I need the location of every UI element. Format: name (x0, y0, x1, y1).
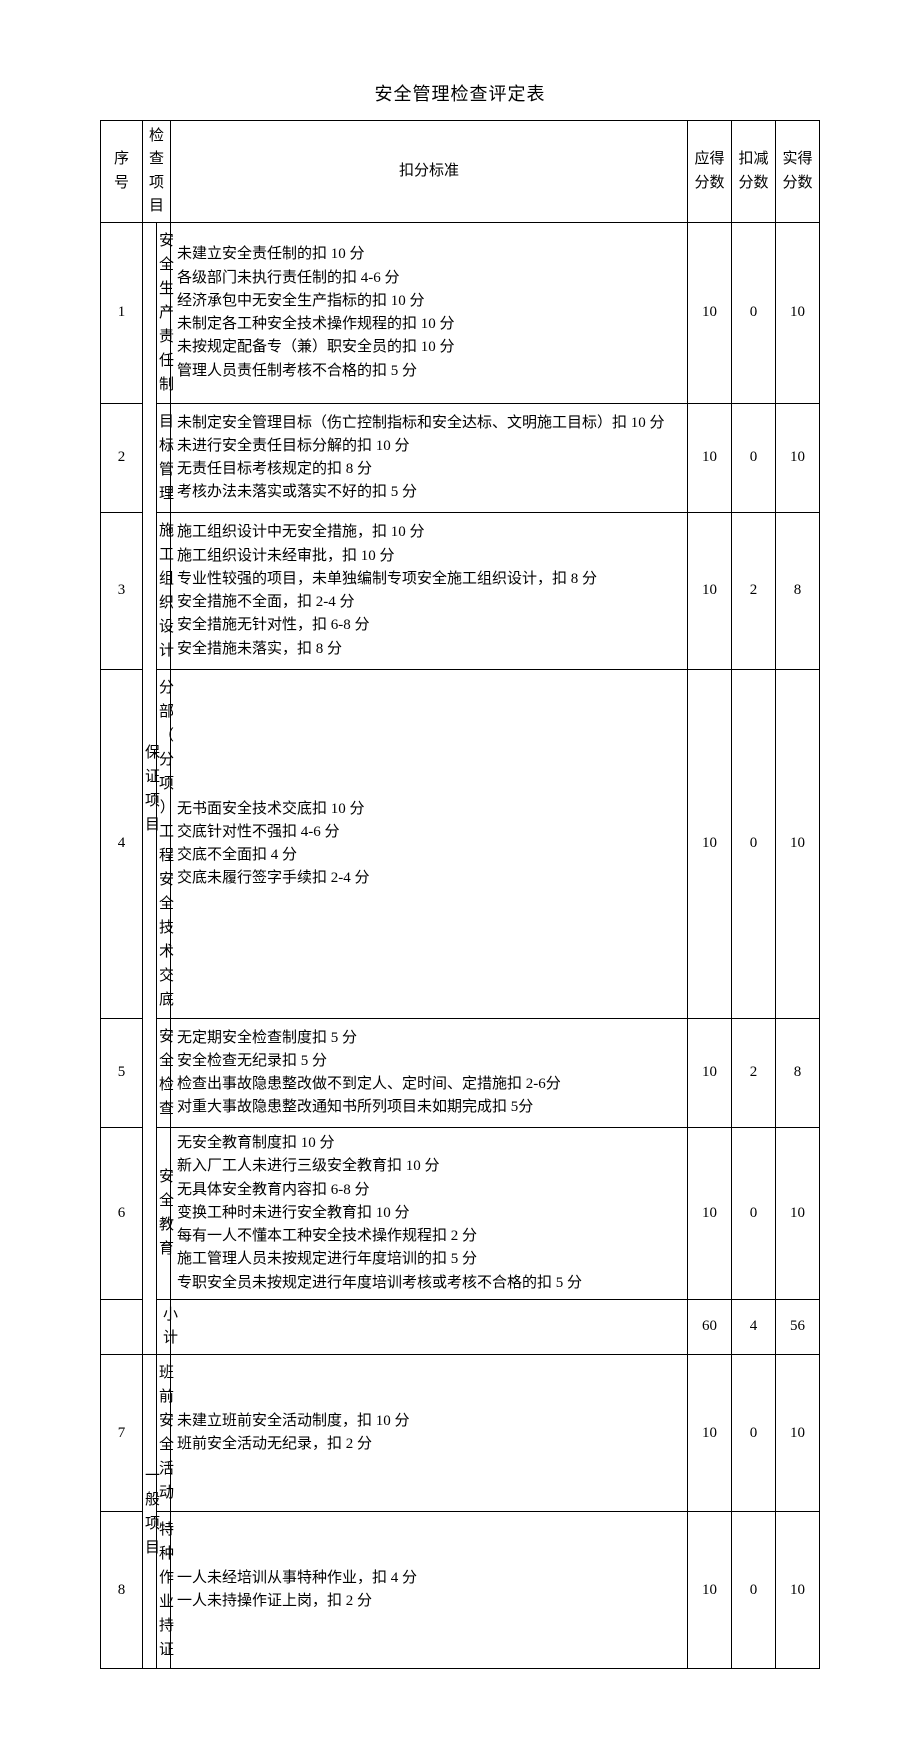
header-actual: 实得分数 (776, 121, 820, 223)
cell-criteria: 未建立班前安全活动制度，扣 10 分班前安全活动无纪录，扣 2 分 (171, 1355, 688, 1512)
table-row: 8 特种作业持证 一人未经培训从事特种作业，扣 4 分一人未持操作证上岗，扣 2… (101, 1512, 820, 1669)
table-row: 3 施工组织设计 施工组织设计中无安全措施，扣 10 分施工组织设计未经审批，扣… (101, 513, 820, 670)
cell-seq: 2 (101, 404, 143, 513)
cell-actual: 10 (776, 1512, 820, 1669)
cell-max: 10 (688, 1355, 732, 1512)
cell-deduct: 0 (732, 1512, 776, 1669)
evaluation-table: 序号 检查项目 扣分标准 应得分数 扣减分数 实得分数 1 保证项目 安全生产责… (100, 120, 820, 1669)
table-row: 1 保证项目 安全生产责任制 未建立安全责任制的扣 10 分各级部门未执行责任制… (101, 223, 820, 404)
cell-item: 特种作业持证 (157, 1512, 171, 1669)
cell-seq: 3 (101, 513, 143, 670)
cell-criteria: 未建立安全责任制的扣 10 分各级部门未执行责任制的扣 4-6 分经济承包中无安… (171, 223, 688, 404)
table-row: 7 一般项目 班前安全活动 未建立班前安全活动制度，扣 10 分班前安全活动无纪… (101, 1355, 820, 1512)
category-general: 一般项目 (143, 1355, 157, 1669)
header-max: 应得分数 (688, 121, 732, 223)
cell-subtotal-deduct: 4 (732, 1299, 776, 1355)
cell-subtotal-label: 小计 (157, 1299, 171, 1355)
cell-deduct: 0 (732, 1128, 776, 1300)
cell-max: 10 (688, 1128, 732, 1300)
cell-deduct: 2 (732, 513, 776, 670)
cell-seq: 1 (101, 223, 143, 404)
cell-criteria: 无安全教育制度扣 10 分新入厂工人未进行三级安全教育扣 10 分无具体安全教育… (171, 1128, 688, 1300)
cell-criteria: 一人未经培训从事特种作业，扣 4 分一人未持操作证上岗，扣 2 分 (171, 1512, 688, 1669)
cell-seq-empty (101, 1299, 143, 1355)
cell-criteria: 无书面安全技术交底扣 10 分交底针对性不强扣 4-6 分交底不全面扣 4 分交… (171, 670, 688, 1019)
cell-item: 分 部（ 分项 ）工 程安 全技 术交底 (157, 670, 171, 1019)
cell-max: 10 (688, 513, 732, 670)
cell-actual: 10 (776, 670, 820, 1019)
subtotal-row: 小计 60 4 56 (101, 1299, 820, 1355)
cell-actual: 10 (776, 1355, 820, 1512)
header-seq: 序号 (101, 121, 143, 223)
cell-deduct: 0 (732, 404, 776, 513)
cell-max: 10 (688, 670, 732, 1019)
table-row: 4 分 部（ 分项 ）工 程安 全技 术交底 无书面安全技术交底扣 10 分交底… (101, 670, 820, 1019)
cell-item: 安全检查 (157, 1019, 171, 1128)
cell-actual: 8 (776, 513, 820, 670)
cell-deduct: 2 (732, 1019, 776, 1128)
page-title: 安全管理检查评定表 (100, 80, 820, 106)
cell-deduct: 0 (732, 1355, 776, 1512)
cell-seq: 6 (101, 1128, 143, 1300)
cell-seq: 4 (101, 670, 143, 1019)
table-row: 5 安全检查 无定期安全检查制度扣 5 分安全检查无纪录扣 5 分检查出事故隐患… (101, 1019, 820, 1128)
cell-criteria: 未制定安全管理目标（伤亡控制指标和安全达标、文明施工目标）扣 10 分未进行安全… (171, 404, 688, 513)
header-item: 检查项目 (143, 121, 171, 223)
cell-subtotal-criteria (171, 1299, 688, 1355)
cell-max: 10 (688, 1512, 732, 1669)
cell-seq: 7 (101, 1355, 143, 1512)
cell-max: 10 (688, 404, 732, 513)
cell-item: 目标管理 (157, 404, 171, 513)
category-guarantee: 保证项目 (143, 223, 157, 1355)
cell-max: 10 (688, 1019, 732, 1128)
cell-actual: 10 (776, 223, 820, 404)
cell-criteria: 施工组织设计中无安全措施，扣 10 分施工组织设计未经审批，扣 10 分专业性较… (171, 513, 688, 670)
cell-max: 10 (688, 223, 732, 404)
header-deduct: 扣减分数 (732, 121, 776, 223)
cell-criteria: 无定期安全检查制度扣 5 分安全检查无纪录扣 5 分检查出事故隐患整改做不到定人… (171, 1019, 688, 1128)
cell-item: 安全教育 (157, 1128, 171, 1300)
cell-item: 施工组织设计 (157, 513, 171, 670)
cell-deduct: 0 (732, 223, 776, 404)
cell-subtotal-max: 60 (688, 1299, 732, 1355)
cell-seq: 5 (101, 1019, 143, 1128)
cell-seq: 8 (101, 1512, 143, 1669)
cell-actual: 10 (776, 1128, 820, 1300)
cell-item: 班前安全活动 (157, 1355, 171, 1512)
cell-actual: 10 (776, 404, 820, 513)
cell-subtotal-actual: 56 (776, 1299, 820, 1355)
cell-item: 安全生产责任制 (157, 223, 171, 404)
table-row: 6 安全教育 无安全教育制度扣 10 分新入厂工人未进行三级安全教育扣 10 分… (101, 1128, 820, 1300)
table-row: 2 目标管理 未制定安全管理目标（伤亡控制指标和安全达标、文明施工目标）扣 10… (101, 404, 820, 513)
header-row: 序号 检查项目 扣分标准 应得分数 扣减分数 实得分数 (101, 121, 820, 223)
cell-deduct: 0 (732, 670, 776, 1019)
cell-actual: 8 (776, 1019, 820, 1128)
header-criteria: 扣分标准 (171, 121, 688, 223)
